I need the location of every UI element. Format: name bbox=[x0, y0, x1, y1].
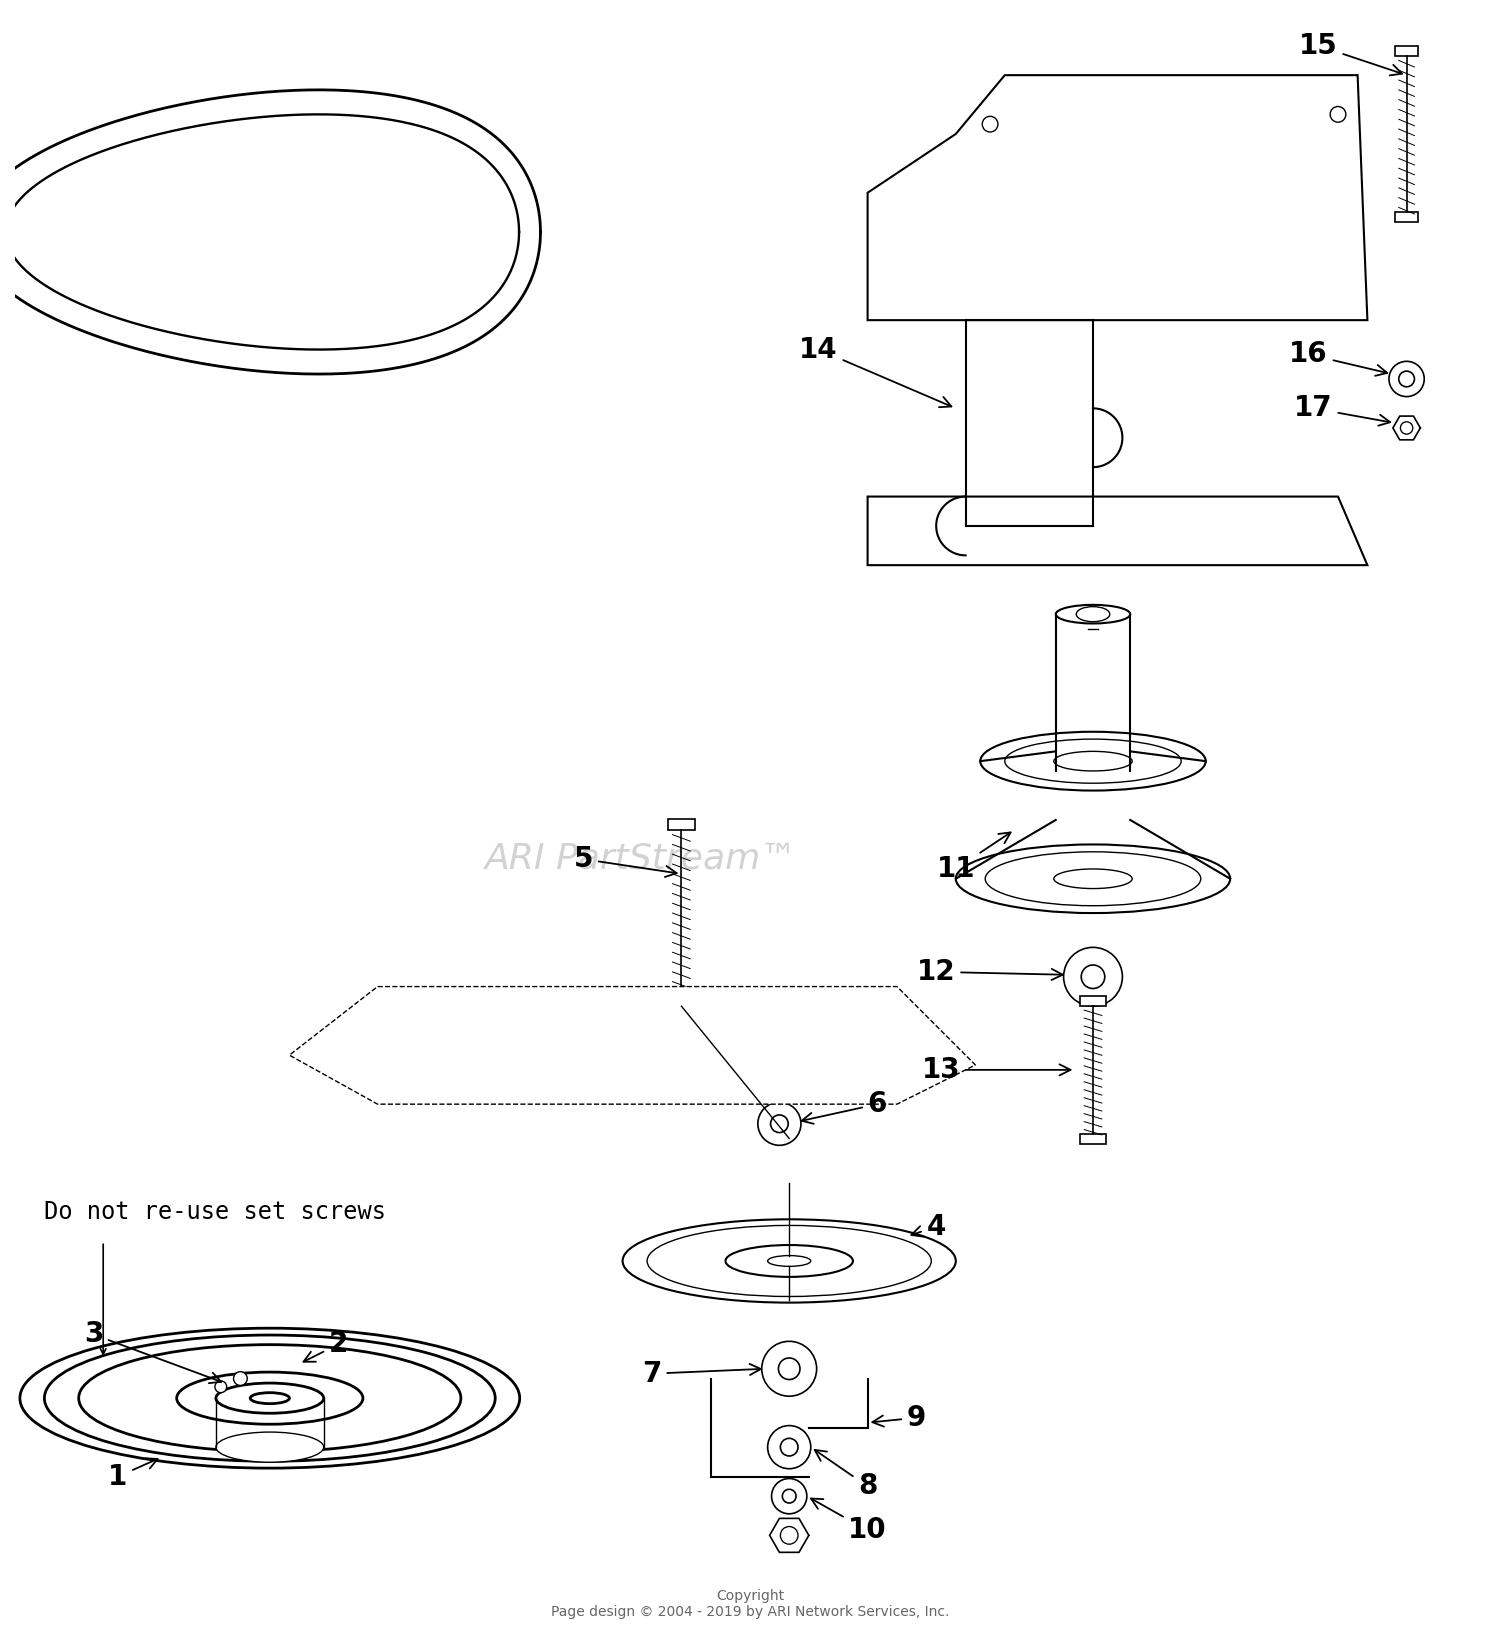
Ellipse shape bbox=[646, 1225, 932, 1296]
Ellipse shape bbox=[78, 1345, 460, 1451]
Text: 3: 3 bbox=[84, 1320, 220, 1382]
Circle shape bbox=[1064, 947, 1122, 1006]
Circle shape bbox=[758, 1103, 801, 1145]
Circle shape bbox=[780, 1526, 798, 1544]
Circle shape bbox=[1389, 362, 1423, 396]
Polygon shape bbox=[0, 90, 540, 375]
Text: 2: 2 bbox=[303, 1330, 348, 1361]
Ellipse shape bbox=[726, 1245, 854, 1276]
FancyBboxPatch shape bbox=[1080, 1134, 1106, 1144]
Ellipse shape bbox=[216, 1432, 324, 1463]
Circle shape bbox=[1401, 422, 1413, 434]
Text: 6: 6 bbox=[801, 1090, 886, 1124]
Ellipse shape bbox=[1054, 751, 1132, 771]
Text: ARI PartStream™: ARI PartStream™ bbox=[486, 843, 798, 875]
Ellipse shape bbox=[1054, 869, 1132, 888]
Ellipse shape bbox=[981, 731, 1206, 790]
Circle shape bbox=[770, 1036, 789, 1055]
Circle shape bbox=[771, 1479, 807, 1513]
Circle shape bbox=[1400, 371, 1414, 386]
Text: Do not re-use set screws: Do not re-use set screws bbox=[45, 1199, 387, 1224]
Ellipse shape bbox=[177, 1373, 363, 1425]
Text: 11: 11 bbox=[936, 833, 1011, 883]
Text: 13: 13 bbox=[922, 1055, 1071, 1085]
Ellipse shape bbox=[956, 844, 1230, 913]
Circle shape bbox=[762, 1342, 816, 1396]
Text: 17: 17 bbox=[1294, 394, 1390, 425]
FancyBboxPatch shape bbox=[1080, 996, 1106, 1006]
Text: 9: 9 bbox=[873, 1404, 925, 1432]
Polygon shape bbox=[290, 987, 975, 1104]
Text: 8: 8 bbox=[815, 1449, 878, 1500]
Circle shape bbox=[1082, 965, 1106, 988]
Polygon shape bbox=[6, 115, 519, 350]
Circle shape bbox=[778, 1358, 800, 1379]
Text: 15: 15 bbox=[1299, 31, 1402, 75]
Text: 10: 10 bbox=[812, 1499, 886, 1544]
Ellipse shape bbox=[20, 1328, 519, 1467]
Ellipse shape bbox=[216, 1382, 324, 1414]
Ellipse shape bbox=[1005, 739, 1180, 784]
Polygon shape bbox=[867, 75, 1368, 321]
Circle shape bbox=[214, 1381, 226, 1392]
FancyBboxPatch shape bbox=[668, 1006, 694, 1016]
Ellipse shape bbox=[251, 1392, 290, 1404]
Text: 1: 1 bbox=[108, 1458, 158, 1490]
Ellipse shape bbox=[1076, 607, 1110, 622]
Text: 7: 7 bbox=[642, 1360, 760, 1387]
Circle shape bbox=[780, 1438, 798, 1456]
Circle shape bbox=[771, 1116, 788, 1132]
Circle shape bbox=[1330, 106, 1346, 123]
FancyBboxPatch shape bbox=[1395, 213, 1419, 222]
Text: 18: 18 bbox=[226, 134, 378, 214]
Polygon shape bbox=[867, 497, 1368, 564]
Text: 12: 12 bbox=[916, 957, 1062, 987]
Circle shape bbox=[768, 1425, 812, 1469]
Circle shape bbox=[585, 1027, 621, 1063]
Ellipse shape bbox=[622, 1219, 956, 1302]
Text: Copyright
Page design © 2004 - 2019 by ARI Network Services, Inc.: Copyright Page design © 2004 - 2019 by A… bbox=[550, 1589, 950, 1620]
Ellipse shape bbox=[986, 852, 1202, 906]
Circle shape bbox=[783, 1489, 796, 1503]
Circle shape bbox=[234, 1371, 248, 1386]
Text: 14: 14 bbox=[800, 335, 951, 407]
FancyBboxPatch shape bbox=[668, 820, 694, 829]
FancyBboxPatch shape bbox=[1395, 46, 1419, 56]
Text: 16: 16 bbox=[1290, 340, 1388, 376]
Ellipse shape bbox=[1056, 605, 1130, 623]
Ellipse shape bbox=[768, 1255, 812, 1266]
Text: 5: 5 bbox=[573, 846, 676, 877]
Ellipse shape bbox=[45, 1335, 495, 1461]
Circle shape bbox=[982, 116, 998, 133]
Text: 4: 4 bbox=[912, 1212, 946, 1240]
